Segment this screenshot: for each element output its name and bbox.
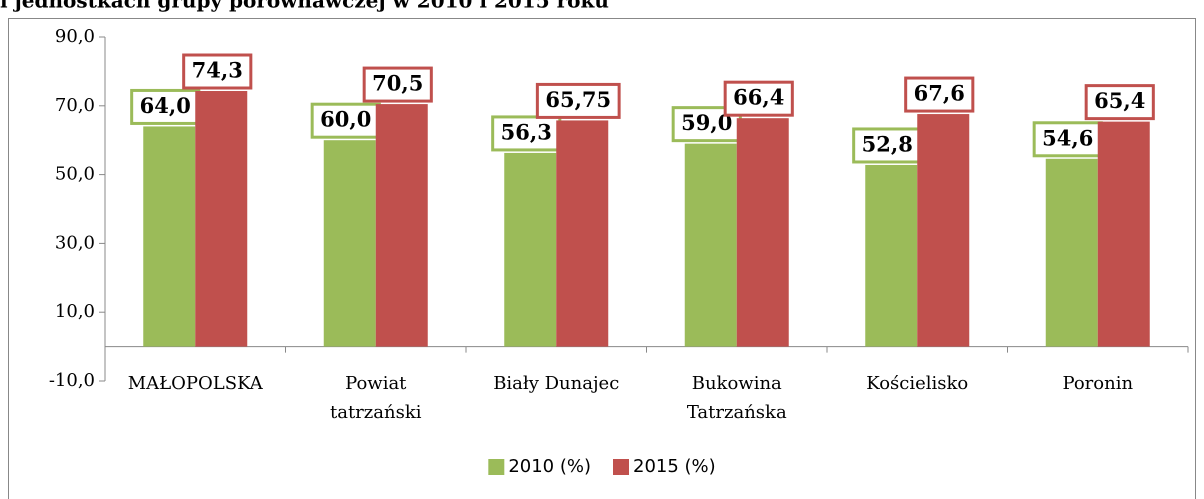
bar [195, 91, 248, 347]
y-tick-label: 30,0 [55, 232, 95, 253]
value-label-text: 66,4 [733, 85, 784, 110]
bar [1045, 158, 1098, 347]
bar [556, 120, 609, 347]
value-label: 65,4 [1084, 84, 1155, 121]
chart-title: i jednostkach grupy porównawczej w 2010 … [0, 0, 609, 13]
legend-label: 2010 (%) [508, 456, 591, 477]
value-label-text: 70,5 [372, 71, 423, 96]
bar [865, 164, 918, 347]
value-label-text: 54,6 [1042, 125, 1093, 150]
value-label: 52,8 [852, 127, 923, 164]
value-label-box [1084, 84, 1155, 121]
value-label: 60,0 [310, 102, 381, 139]
value-label-box [535, 82, 621, 119]
y-tick-label: 70,0 [55, 95, 95, 116]
bar [504, 152, 557, 347]
y-tick-label: 90,0 [55, 26, 95, 47]
x-tick-label: Poronin [1062, 373, 1133, 394]
legend-swatch [488, 459, 505, 475]
bar [917, 114, 970, 347]
value-label-text: 67,6 [914, 81, 965, 106]
bar [143, 126, 196, 347]
value-label-box [362, 66, 433, 103]
value-label-box [852, 127, 923, 164]
legend: 2010 (%) 2015 (%) [488, 456, 716, 477]
y-tick-label: 50,0 [55, 164, 95, 185]
value-label: 65,75 [535, 82, 621, 119]
y-tick-label: 10,0 [55, 301, 95, 322]
value-label: 64,0 [130, 88, 201, 125]
value-label-text: 52,8 [862, 131, 913, 156]
x-tick-label: MAŁOPOLSKA [128, 373, 264, 394]
value-label-text: 56,3 [501, 119, 552, 144]
value-label: 54,6 [1032, 121, 1103, 158]
value-label-box [310, 102, 381, 139]
bar [375, 104, 428, 347]
x-tick-label: Kościelisko [866, 373, 968, 394]
legend-swatch [613, 459, 629, 475]
value-label: 67,6 [904, 76, 975, 113]
value-label-box [723, 80, 794, 117]
value-label-text: 60,0 [320, 107, 371, 132]
value-label-box [904, 76, 975, 113]
value-label-text: 64,0 [140, 93, 191, 118]
title-band [0, 0, 1204, 18]
value-label-text: 74,3 [192, 58, 243, 83]
x-tick-label: Bukowina Tatrzańska [687, 373, 787, 423]
value-label-text: 65,75 [545, 87, 611, 112]
value-label: 74,3 [182, 53, 253, 90]
y-tick-label: -10,0 [49, 370, 95, 391]
bar [684, 143, 737, 347]
bar [1097, 121, 1150, 347]
value-label: 66,4 [723, 80, 794, 117]
x-tick-label: Biały Dunajec [493, 373, 619, 394]
value-label-text: 65,4 [1094, 88, 1145, 113]
legend-label: 2015 (%) [633, 456, 716, 477]
x-tick-label: Powiat tatrzański [330, 373, 422, 423]
bar [323, 140, 376, 347]
bar [736, 118, 789, 347]
value-label: 56,3 [491, 115, 562, 152]
value-label: 70,5 [362, 66, 433, 103]
value-label-box [182, 53, 253, 90]
